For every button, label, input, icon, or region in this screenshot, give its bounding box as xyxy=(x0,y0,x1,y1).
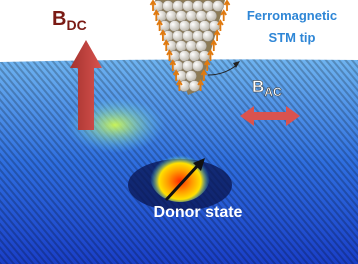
donor-label: Donor state xyxy=(154,204,243,221)
tip-atom xyxy=(186,41,197,52)
tip-atom xyxy=(179,51,190,62)
figure: BDC Ferromagnetic STM tip BAC Donor stat… xyxy=(0,0,358,264)
tip-atom xyxy=(176,11,187,22)
tip-atom xyxy=(173,1,184,12)
tip-atom xyxy=(169,21,180,32)
tip-atom xyxy=(186,71,197,82)
tip-atom xyxy=(199,21,210,32)
tip-atom xyxy=(183,1,194,12)
tip-atom xyxy=(192,31,203,42)
tip-label-line2: STM tip xyxy=(269,30,316,45)
tip-atom xyxy=(193,1,204,12)
tip-atom xyxy=(182,61,193,72)
tip-atom xyxy=(182,31,193,42)
tip-atom xyxy=(202,31,213,42)
tip-atom xyxy=(199,51,210,62)
tip-atom xyxy=(206,11,217,22)
tip-label-line1: Ferromagnetic xyxy=(247,8,337,23)
tip-atom xyxy=(189,21,200,32)
tip-atom xyxy=(196,41,207,52)
tip-atom xyxy=(172,31,183,42)
tip-atom xyxy=(179,21,190,32)
tip-atom xyxy=(209,21,220,32)
tip-atom xyxy=(176,41,187,52)
tip-atom xyxy=(189,81,200,92)
tip-atom xyxy=(163,1,174,12)
tip-atom xyxy=(213,1,224,12)
tip-atom xyxy=(203,1,214,12)
tip-atom xyxy=(186,11,197,22)
tip-atom xyxy=(196,11,207,22)
tip-atom xyxy=(166,11,177,22)
tip-atom xyxy=(189,51,200,62)
donor-peak xyxy=(150,150,210,202)
tip-atom xyxy=(192,61,203,72)
